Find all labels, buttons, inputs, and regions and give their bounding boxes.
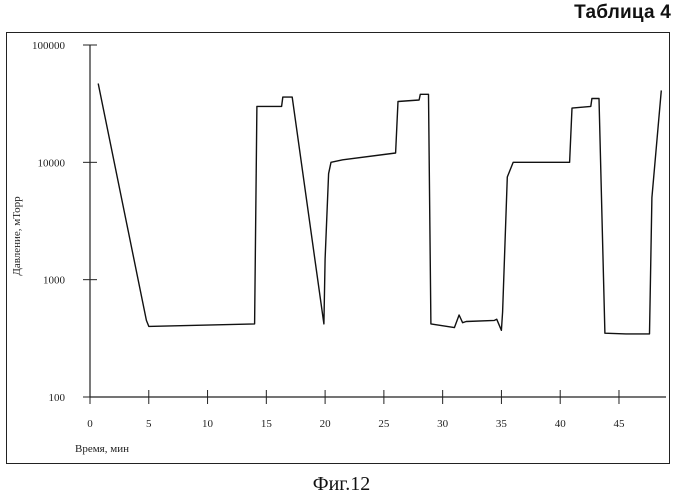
y-tick-label: 100 bbox=[49, 392, 66, 404]
x-axis-label: Время, мин bbox=[75, 443, 129, 455]
ticks: 0 5 10 15 20 25 30 35 40 45 100 1000 10000 100000 bbox=[32, 40, 625, 430]
x-tick-label: 40 bbox=[555, 418, 567, 430]
x-tick-label: 15 bbox=[261, 418, 273, 430]
figure-caption: Фиг.12 bbox=[0, 473, 683, 496]
axes bbox=[90, 45, 666, 397]
x-tick-label: 25 bbox=[378, 418, 390, 430]
y-tick-label: 1000 bbox=[43, 275, 66, 287]
x-tick-label: 35 bbox=[496, 418, 508, 430]
y-tick-label: 10000 bbox=[38, 157, 66, 169]
x-tick-label: 10 bbox=[202, 418, 214, 430]
x-tick-label: 5 bbox=[146, 418, 152, 430]
x-tick-label: 45 bbox=[613, 418, 625, 430]
series bbox=[98, 84, 661, 334]
x-tick-label: 0 bbox=[87, 418, 93, 430]
x-tick-label: 20 bbox=[320, 418, 332, 430]
pressure-series-line bbox=[98, 84, 661, 334]
y-tick-label: 100000 bbox=[32, 40, 66, 52]
y-axis-label: Давление, мТорр bbox=[11, 196, 23, 276]
x-tick-label: 30 bbox=[437, 418, 449, 430]
